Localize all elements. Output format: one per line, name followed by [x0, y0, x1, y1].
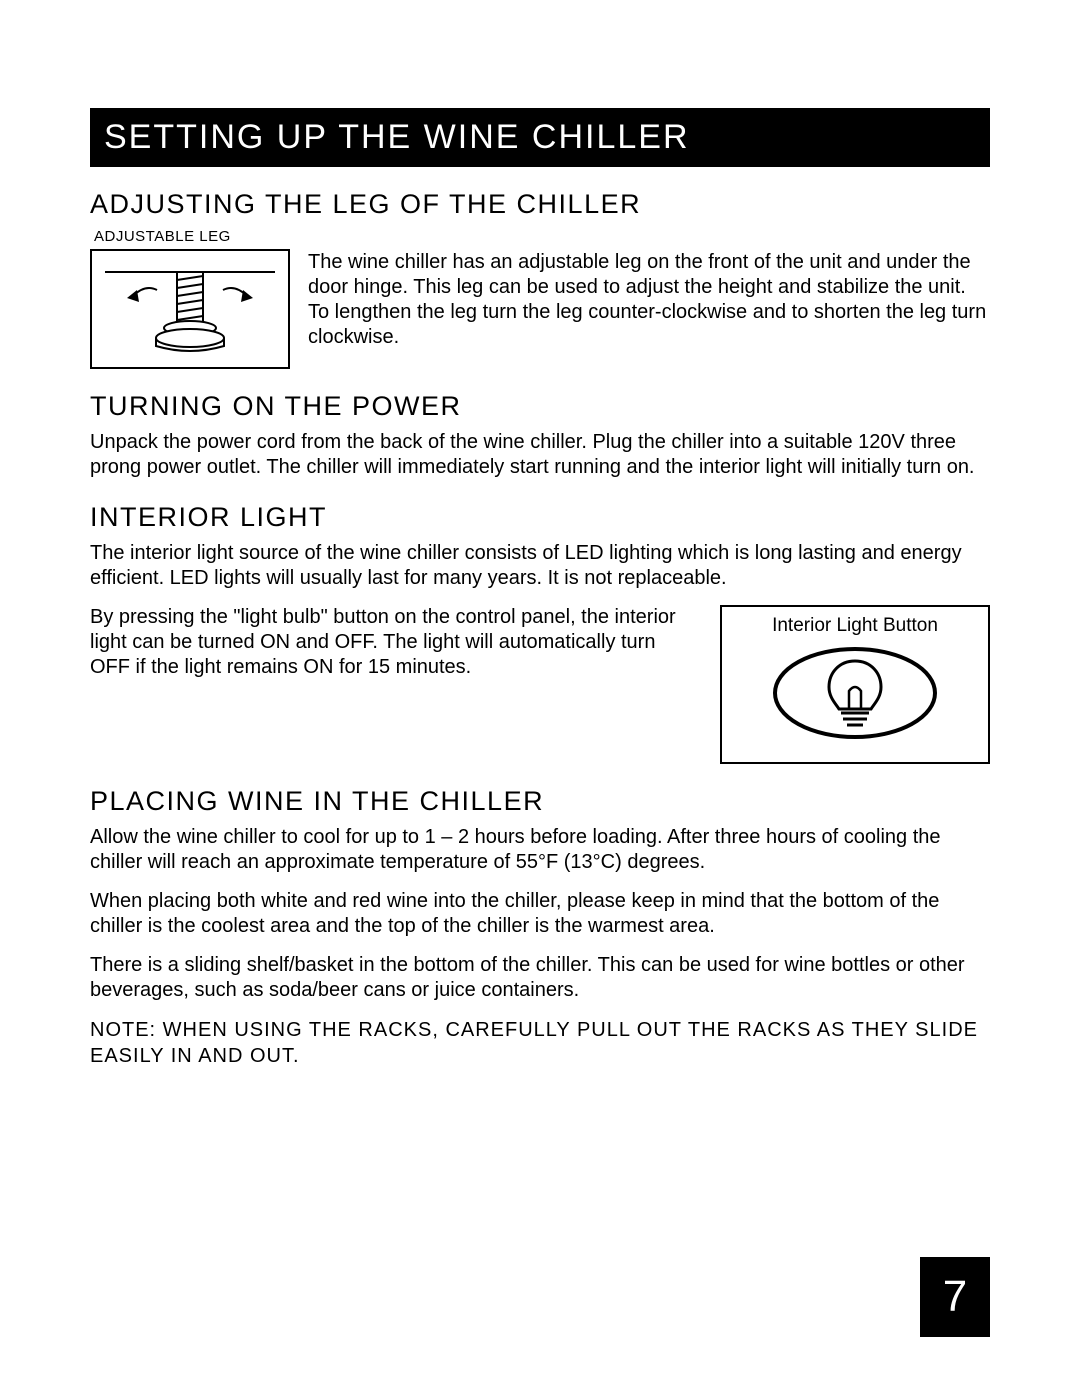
- adjusting-leg-body: The wine chiller has an adjustable leg o…: [308, 250, 990, 350]
- page-number: 7: [920, 1257, 990, 1337]
- subheading-interior-light: INTERIOR LIGHT: [90, 502, 990, 533]
- adjustable-leg-figure: ADJUSTABLE LEG: [90, 228, 290, 369]
- interior-light-body-2: By pressing the "light bulb" button on t…: [90, 605, 690, 680]
- interior-light-body-1: The interior light source of the wine ch…: [90, 541, 990, 591]
- placing-wine-body-3: There is a sliding shelf/basket in the b…: [90, 953, 990, 1003]
- main-heading: SETTING UP THE WINE CHILLER: [90, 108, 990, 167]
- manual-page: SETTING UP THE WINE CHILLER ADJUSTING TH…: [0, 0, 1080, 1069]
- adjustable-leg-diagram: [90, 249, 290, 369]
- adjusting-leg-section: ADJUSTABLE LEG: [90, 228, 990, 369]
- placing-wine-body-1: Allow the wine chiller to cool for up to…: [90, 825, 990, 875]
- light-bulb-button-icon: [765, 643, 945, 743]
- placing-wine-note: NOTE: WHEN USING THE RACKS, CAREFULLY PU…: [90, 1017, 990, 1069]
- interior-light-figure-label: Interior Light Button: [732, 615, 978, 637]
- power-body: Unpack the power cord from the back of t…: [90, 430, 990, 480]
- subheading-power: TURNING ON THE POWER: [90, 391, 990, 422]
- interior-light-row: By pressing the "light bulb" button on t…: [90, 605, 990, 764]
- subheading-adjusting-leg: ADJUSTING THE LEG OF THE CHILLER: [90, 189, 990, 220]
- placing-wine-body-2: When placing both white and red wine int…: [90, 889, 990, 939]
- interior-light-button-figure: Interior Light Button: [720, 605, 990, 764]
- subheading-placing-wine: PLACING WINE IN THE CHILLER: [90, 786, 990, 817]
- adjustable-leg-icon: [95, 254, 285, 364]
- adjustable-leg-caption: ADJUSTABLE LEG: [94, 228, 290, 245]
